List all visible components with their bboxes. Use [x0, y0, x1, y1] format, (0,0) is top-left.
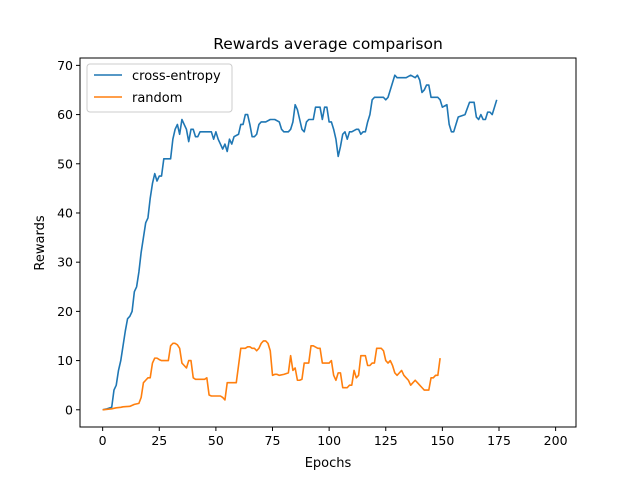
y-tick-label: 20 [57, 304, 73, 319]
y-tick-label: 0 [65, 402, 73, 417]
y-tick-label: 50 [57, 156, 73, 171]
x-tick-label: 75 [265, 433, 281, 448]
x-tick-label: 175 [487, 433, 511, 448]
y-tick-label: 10 [57, 353, 73, 368]
y-axis-label: Rewards [33, 215, 48, 270]
x-tick-label: 50 [208, 433, 224, 448]
x-tick-label: 125 [374, 433, 398, 448]
legend-label-random: random [132, 91, 182, 106]
legend-box [86, 63, 233, 113]
y-tick-label: 60 [57, 107, 73, 122]
x-axis-label: Epochs [305, 456, 352, 471]
series-line-cross-entropy [102, 74, 498, 411]
x-tick-label: 25 [151, 433, 167, 448]
y-axis-ticks: 0 10 20 30 40 50 60 70 [57, 58, 80, 417]
x-tick-label: 100 [317, 433, 341, 448]
x-tick-label: 150 [430, 433, 454, 448]
x-axis-ticks: 0 25 50 75 100 125 150 175 200 [99, 427, 568, 448]
y-tick-label: 40 [57, 205, 73, 220]
y-tick-label: 30 [57, 255, 73, 270]
series-line-random [102, 340, 441, 411]
chart-title: Rewards average comparison [213, 35, 443, 53]
legend-label-cross-entropy: cross-entropy [132, 69, 221, 84]
series-layer [102, 74, 498, 411]
x-tick-label: 0 [99, 433, 107, 448]
plot-frame [79, 57, 577, 428]
legend: cross-entropy random [86, 63, 233, 113]
y-tick-label: 70 [57, 58, 73, 73]
x-tick-label: 200 [544, 433, 568, 448]
